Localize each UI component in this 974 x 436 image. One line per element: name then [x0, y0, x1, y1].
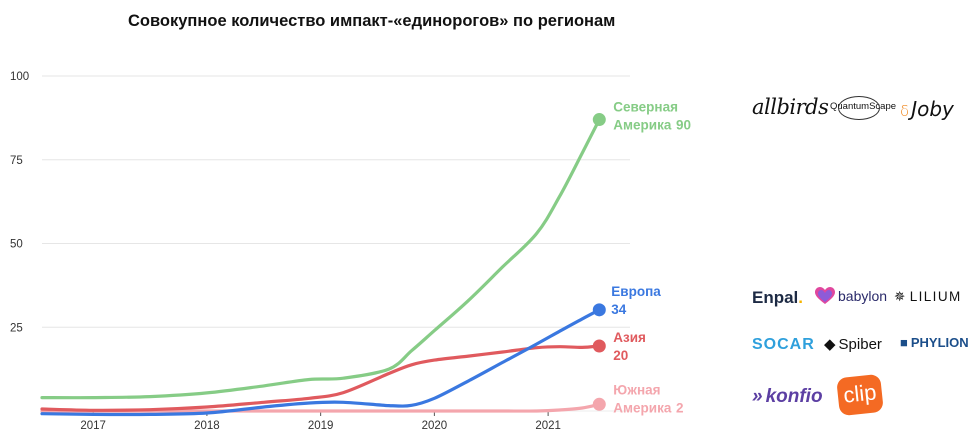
phylion-logo-text: PHYLION: [910, 335, 969, 350]
babylon-heart-icon: [815, 287, 835, 304]
series-label-0: Северная: [613, 100, 678, 115]
series-end-point-2: [592, 339, 606, 353]
y-tick-label: 50: [10, 239, 23, 251]
enpal-logo-text: Enpal: [752, 288, 799, 307]
y-tick-label: 100: [10, 71, 29, 83]
series-value-label-1: 34: [611, 302, 627, 317]
series-line-3: [40, 402, 601, 413]
spiber-logo-text: Spiber: [838, 336, 882, 353]
x-tick-label: 2019: [308, 420, 334, 432]
x-tick-label: 2021: [535, 420, 561, 432]
series-line-2: [40, 344, 601, 412]
series-line-1: [40, 308, 601, 417]
babylon-logo: babylon: [815, 287, 887, 305]
grid-layer: [42, 75, 630, 412]
enpal-dot-icon: .: [798, 288, 804, 307]
lilium-bird-icon: ✵: [894, 289, 907, 304]
clip-logo: clip: [836, 373, 884, 417]
series-label-2: Азия: [613, 330, 646, 345]
babylon-logo-text: babylon: [838, 288, 888, 304]
x-tick-label: 2017: [80, 420, 106, 432]
quantumscape-logo: QuantumScape: [830, 96, 896, 120]
label-layer: Северная Америка 90 Европа 34 Азия 20 Южная Амер…: [611, 100, 691, 416]
joby-logo-text: Joby: [911, 97, 954, 121]
series-layer: [40, 113, 606, 417]
series-end-point-1: [592, 303, 606, 317]
spiber-diamond-icon: ◆: [824, 336, 836, 353]
phylion-logo: ■ PHYLION: [900, 335, 969, 350]
chart-title: Совокупное количество импакт-«единорогов…: [128, 12, 616, 30]
series-label-0: Америка: [613, 118, 672, 133]
lilium-logo: ✵ LILIUM: [894, 289, 962, 305]
y-tick-label: 75: [10, 155, 23, 167]
enpal-logo: Enpal.: [752, 288, 803, 308]
lilium-logo-text: LILIUM: [909, 289, 962, 304]
allbirds-logo: allbirds: [752, 95, 829, 119]
x-tick-label: 2020: [422, 420, 448, 432]
joby-logo: δ Joby: [900, 97, 954, 121]
quantumscape-ring-icon: [838, 96, 880, 120]
series-label-1: Европа: [611, 284, 661, 299]
konfio-mark-icon: »: [752, 386, 763, 407]
series-value-label-2: 20: [613, 348, 628, 363]
spiber-logo: ◆ Spiber: [824, 335, 882, 353]
series-end-point-0: [592, 113, 606, 127]
series-label-3: Южная: [613, 382, 660, 397]
series-label-3: Америка: [613, 400, 672, 415]
series-end-point-3: [592, 397, 606, 411]
konfio-logo: » konfio: [752, 386, 823, 408]
x-tick-label: 2018: [194, 420, 220, 432]
socar-logo: SOCAR: [752, 336, 815, 353]
axis-layer: 25 50 75 100 2017 2018 2019 2020 2021: [10, 71, 561, 432]
series-value-label-3: 2: [676, 400, 684, 415]
joby-wing-icon: δ: [900, 102, 910, 120]
y-tick-label: 25: [10, 322, 23, 334]
series-line-0: [40, 118, 601, 400]
konfio-logo-text: konfio: [765, 386, 823, 407]
phylion-square-icon: ■: [900, 335, 908, 350]
series-value-label-0: 90: [676, 118, 691, 133]
